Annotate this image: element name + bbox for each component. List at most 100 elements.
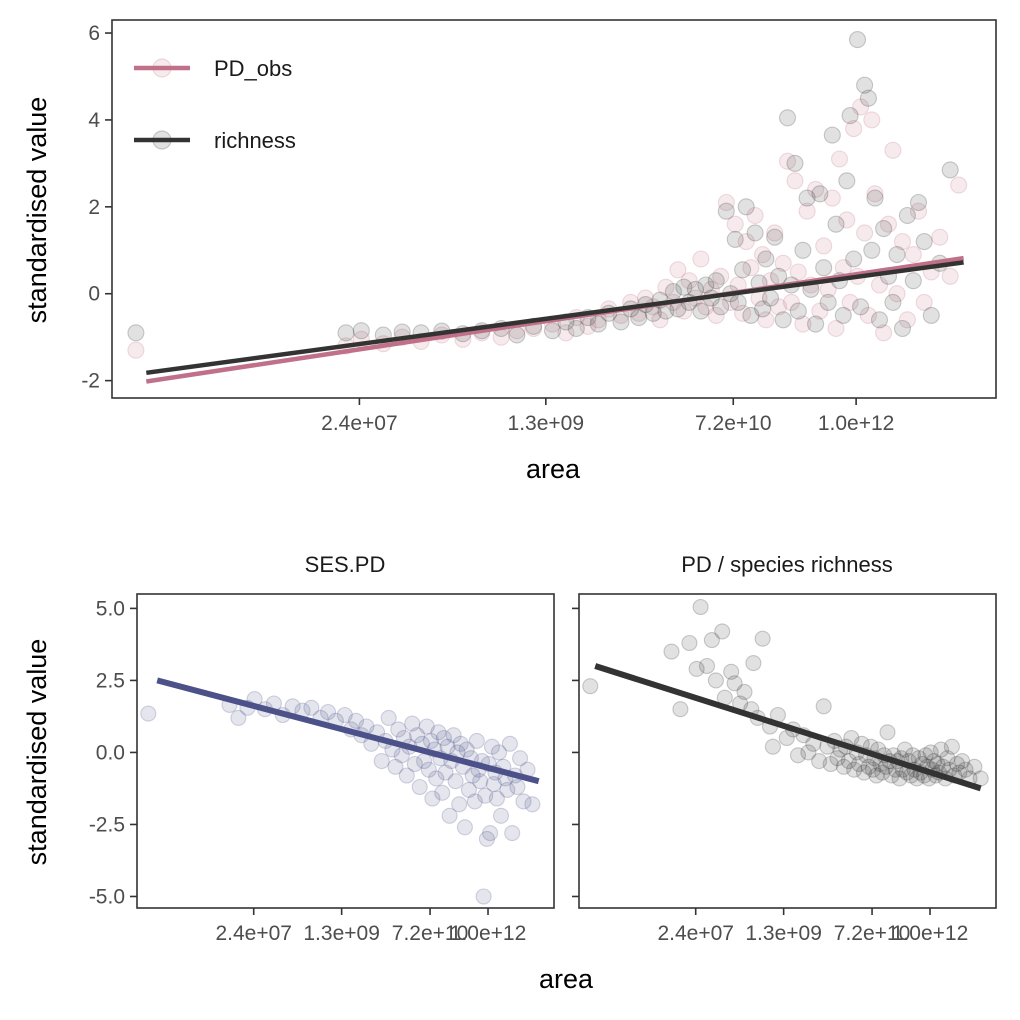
bottom-right-point-bottom-right (954, 753, 971, 770)
top-point-richness (811, 185, 829, 203)
bottom-left-fit-line-layer (156, 677, 540, 785)
top-point-pd-obs (866, 185, 884, 203)
top-point-richness (757, 250, 775, 268)
top-point-pd-obs (734, 304, 752, 322)
top-point-pd-obs (789, 263, 807, 281)
legend-label-richness: richness (214, 128, 296, 153)
bottom-right-panel: PD / species richness 2.4e+07 1.3e+09 7.2e… (572, 552, 997, 945)
bottom-left-point-bottom-left (509, 778, 526, 796)
bottom-left-point-bottom-left (434, 784, 451, 801)
top-point-pd-obs (807, 180, 825, 198)
top-point-richness (866, 189, 884, 207)
bottom-right-x-axis: 2.4e+07 1.3e+09 7.2e+101.0e+12 (657, 908, 968, 945)
bottom-left-panel-border (136, 593, 555, 909)
top-point-pd-obs (909, 202, 928, 220)
bottom-left-x-tick-label: 1.0e+12 (450, 922, 527, 945)
top-point-pd-obs (786, 172, 804, 190)
bottom-right-point-bottom-right (714, 623, 731, 640)
bottom-left-x-axis: 2.4e+07 1.3e+09 7.2e+101.0e+12 (215, 908, 526, 945)
bottom-left-point-bottom-left (435, 729, 452, 747)
bottom-right-point-bottom-right (883, 767, 900, 784)
bottom-left-point-bottom-left (468, 732, 485, 749)
top-point-pd-obs (893, 233, 912, 251)
bottom-right-point-bottom-right (904, 747, 921, 764)
top-x-tick-label: 1.3e+09 (508, 412, 585, 435)
bottom-left-point-bottom-left (452, 735, 469, 752)
top-point-pd-obs (717, 193, 735, 212)
top-point-pd-obs (879, 215, 898, 233)
top-point-pd-obs (863, 111, 881, 129)
bottom-right-point-bottom-right (851, 755, 868, 773)
bottom-left-y-tick-label: 0.0 (96, 741, 125, 764)
bottom-left-point-bottom-left (482, 825, 499, 842)
top-point-richness (754, 300, 772, 318)
top-point-richness (838, 172, 856, 190)
bottom-left-point-bottom-left (515, 793, 532, 810)
top-point-pd-obs (754, 246, 772, 264)
bottom-right-point-bottom-right (860, 758, 877, 775)
top-point-pd-obs (657, 278, 675, 296)
bottom-left-point-bottom-left (336, 706, 353, 724)
top-x-axis: 2.4e+07 1.3e+09 7.2e+10 1.0e+12 (321, 398, 894, 435)
bottom-right-point-bottom-right (800, 744, 817, 761)
top-point-pd-obs (726, 215, 744, 233)
bottom-right-x-tick-label: 7.2e+10 (834, 922, 911, 945)
top-point-richness (852, 298, 870, 316)
top-point-richness (893, 319, 912, 338)
top-point-richness (922, 306, 940, 324)
top-point-pd-obs (811, 302, 829, 320)
bottom-left-point-bottom-left (504, 825, 521, 842)
top-point-pd-obs (884, 141, 902, 159)
bottom-left-point-bottom-left (140, 705, 157, 722)
bottom-left-y-tick-label: -2.5 (89, 813, 125, 836)
top-point-richness (630, 309, 648, 327)
bottom-right-point-bottom-right (764, 738, 781, 755)
bottom-right-point-bottom-right (663, 643, 680, 660)
top-point-richness (856, 76, 874, 94)
top-panel: 2.4e+07 1.3e+09 7.2e+10 1.0e+12 -2 0 2 4 6 area… (22, 19, 997, 484)
bottom-left-point-bottom-left (418, 718, 435, 735)
top-point-richness (774, 311, 792, 329)
bottom-left-point-bottom-left (411, 778, 428, 796)
top-point-richness (337, 324, 355, 342)
bottom-right-x-tick-label: 1.0e+12 (892, 922, 969, 945)
top-point-pd-obs (941, 267, 959, 285)
top-point-richness (761, 289, 780, 307)
bottom-right-point-bottom-right (778, 729, 795, 747)
top-point-pd-obs (856, 224, 874, 242)
top-point-pd-obs (774, 254, 792, 272)
legend-point-pd-obs (152, 58, 172, 78)
top-x-tick-label: 2.4e+07 (321, 412, 398, 435)
bottom-left-y-tick-label: 2.5 (96, 669, 125, 692)
bottom-right-fit-line-bottom-right (594, 663, 982, 792)
top-point-pd-obs (950, 176, 968, 194)
bottom-left-point-bottom-left (230, 709, 247, 726)
top-point-richness (841, 107, 859, 125)
bottom-right-point-bottom-right (855, 764, 873, 781)
bottom-right-x-tick-label: 2.4e+07 (657, 922, 734, 945)
top-point-pd-obs (815, 237, 833, 255)
top-y-axis-title: standardised value (22, 97, 52, 324)
top-y-tick-label: 2 (88, 196, 100, 219)
top-point-richness (778, 109, 797, 127)
top-point-pd-obs (859, 306, 877, 324)
top-point-richness (707, 272, 725, 290)
bottom-right-point-bottom-right (754, 630, 771, 647)
top-point-pd-obs (778, 152, 797, 170)
bottom-left-y-tick-label: -5.0 (89, 885, 125, 908)
bottom-left-fit-line-bottom-left (156, 677, 540, 785)
bottom-left-y-tick-label: 5.0 (96, 597, 125, 620)
bottom-left-point-bottom-left (456, 819, 473, 836)
bottom-right-point-bottom-right (811, 753, 828, 770)
top-point-richness (941, 161, 959, 179)
top-point-richness (746, 224, 764, 242)
bottom-right-point-bottom-right (864, 761, 882, 778)
top-point-richness (742, 306, 760, 324)
top-x-tick-label: 1.0e+12 (818, 412, 895, 435)
bottom-left-point-bottom-left (387, 758, 404, 775)
top-point-pd-obs (770, 298, 788, 316)
bottom-right-point-bottom-right (789, 747, 807, 764)
bottom-left-point-bottom-left (445, 727, 462, 744)
bottom-right-point-bottom-right (698, 657, 716, 675)
